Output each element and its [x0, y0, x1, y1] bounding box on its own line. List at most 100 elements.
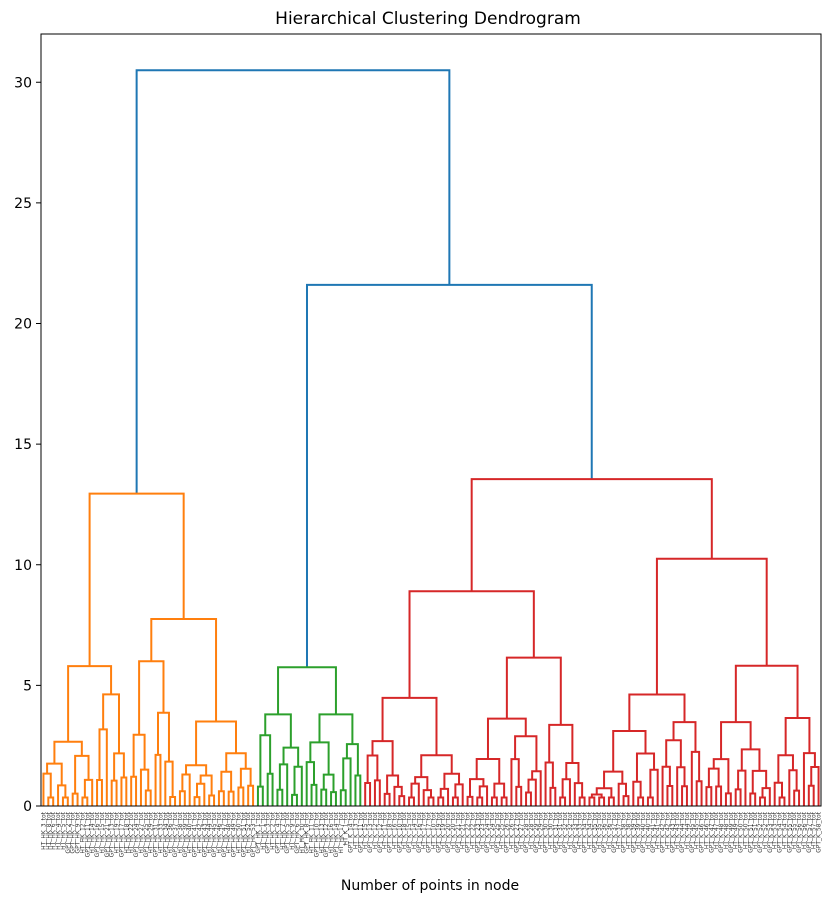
dendrogram-link — [305, 761, 315, 806]
leaf-label: HT_K_46_tot — [703, 811, 710, 849]
leaf-label: GPT_HK_31_tot — [153, 811, 160, 857]
leaf-label: HT_K_28_tot — [528, 811, 535, 849]
leaf-label: GPT_HK_34_tot — [162, 811, 169, 857]
dendrogram-link — [217, 790, 225, 806]
leaf-label: HT_K_25_tot — [499, 811, 506, 849]
dendrogram-link — [144, 789, 152, 806]
leaf-label: GPT_HK_51_tot — [240, 811, 247, 857]
dendrogram-link — [42, 772, 52, 806]
dendrogram-link — [561, 778, 571, 806]
leaf-label: HT_K_33_tot — [577, 811, 584, 849]
leaf-label: GPT_K_29_tot — [533, 811, 540, 853]
dendrogram-link — [451, 796, 459, 806]
leaf-label: HT_K_12_tot — [372, 811, 379, 849]
leaf-label: GPT_HK_12_tot — [323, 811, 330, 857]
dendrogram-link — [565, 761, 580, 784]
plot-area-frame — [40, 33, 822, 807]
leaf-label: HT_K_22_tot — [469, 811, 476, 849]
dendrogram-link — [469, 778, 485, 797]
dendrogram-link — [751, 769, 768, 794]
leaf-label: GPT_HK_13_tot — [109, 811, 116, 857]
leaf-label: HT_K_21_tot — [460, 811, 467, 849]
leaf-label: HT_K_44_tot — [684, 811, 691, 849]
leaf-label: GPT_HK_45_tot — [211, 811, 218, 857]
leaf-label: GPT_HK_6_tot — [294, 811, 301, 853]
dendrogram-link — [408, 590, 535, 698]
dendrogram-link — [185, 764, 208, 776]
dendrogram-link — [74, 754, 90, 794]
leaf-label: HT_HK_1_tot — [260, 811, 267, 849]
leaf-label: GPT_K_38_tot — [621, 811, 628, 853]
leaf-label: GPT_K_10_tot — [396, 811, 403, 853]
dendrogram-link — [598, 796, 606, 806]
dendrogram-link — [67, 665, 113, 742]
dendrogram-link — [525, 791, 532, 806]
leaf-label: HT_HK_38_tot — [177, 811, 184, 853]
dendrogram-link — [320, 788, 328, 806]
leaf-label: HT_HK_18_tot — [123, 811, 130, 853]
leaf-label: GPT_K_53_tot — [767, 811, 774, 853]
dendrogram-link — [784, 716, 811, 756]
dendrogram-link — [712, 758, 730, 794]
dendrogram-link — [227, 790, 235, 806]
dendrogram-link — [672, 721, 697, 752]
leaf-label: HT_HK_48_tot — [226, 811, 233, 853]
leaf-label: GPT_K_35_tot — [591, 811, 598, 853]
leaf-label: HT_K_52_tot — [762, 811, 769, 849]
dendrogram-link — [373, 779, 381, 806]
leaf-label: GPT_HK_8_tot — [304, 811, 311, 853]
leaf-label: GPT_K_34_tot — [582, 811, 589, 853]
leaf-label: GPT_HK_47_tot — [221, 811, 228, 857]
dendrogram-link — [807, 784, 815, 806]
dendrogram-link — [454, 783, 464, 806]
dendrogram-link — [310, 783, 318, 806]
leaf-label: GPT_K_24_tot — [484, 811, 491, 853]
leaf-label: HT_K_53_tot — [772, 811, 779, 849]
leaf-label: HT_HK_36_tot — [167, 811, 174, 853]
dendrogram-link — [278, 763, 289, 806]
leaf-label: GPT_HK_37_tot — [172, 811, 179, 857]
dendrogram-link — [773, 781, 783, 806]
leaf-label: HT_HK_42_tot — [196, 811, 203, 853]
y-tick-label: 20 — [14, 317, 32, 333]
leaf-label: GPT_K_19_tot — [435, 811, 442, 853]
leaf-label: GPT_K_14_tot — [348, 811, 355, 853]
leaf-label: GPT_K_30_tot — [543, 811, 550, 853]
dendrogram-link — [476, 796, 484, 806]
dendrogram-link — [759, 796, 766, 806]
leaf-label: GPT_HK_53_tot — [250, 811, 257, 857]
dendrogram-link — [98, 728, 108, 806]
dendrogram-link — [318, 713, 354, 745]
dendrogram-link — [531, 770, 542, 806]
dendrogram-link — [266, 772, 274, 806]
dendrogram-link — [414, 776, 429, 791]
leaf-label: HT_HK_14_tot — [89, 811, 96, 853]
dendrogram-link — [632, 780, 642, 806]
leaf-label: GPT_K_31_tot — [552, 811, 559, 853]
dendrogram-link — [247, 784, 255, 806]
leaf-label: GPT_K_13_tot — [367, 811, 374, 853]
dendrogram-link — [734, 664, 799, 723]
dendrogram-link — [749, 792, 757, 806]
y-tick-label: 10 — [14, 558, 32, 574]
dendrogram-link — [486, 717, 527, 759]
leaf-label: GPT_K_23_tot — [474, 811, 481, 853]
dendrogram-link — [57, 784, 67, 806]
dendrogram-link — [510, 758, 520, 806]
leaf-label: HT_K_42_tot — [664, 811, 671, 849]
leaf-label: GPT_K_37_tot — [611, 811, 618, 853]
dendrogram-link — [661, 765, 671, 806]
dendrogram-link — [737, 769, 747, 806]
leaf-label: HT_HK_46_tot — [216, 811, 223, 853]
dendrogram-link — [181, 773, 191, 806]
dendrogram-link — [544, 761, 554, 806]
leaf-label: GPT_HK_41_tot — [192, 811, 199, 857]
dendrogram-link — [559, 796, 567, 806]
leaf-labels: HT_HK_3_totHT_HK_8_totHT_HK_6_totHT_HK_4… — [40, 811, 822, 857]
leaf-label: GPT_K_58_tot — [816, 811, 823, 853]
leaf-label: HT_HK_6_tot — [50, 811, 57, 849]
dendrogram-link — [777, 754, 794, 783]
y-tick-label: 25 — [14, 196, 32, 212]
dendrogram-link — [393, 785, 403, 806]
leaf-label: GPT_K_11_tot — [357, 811, 364, 853]
